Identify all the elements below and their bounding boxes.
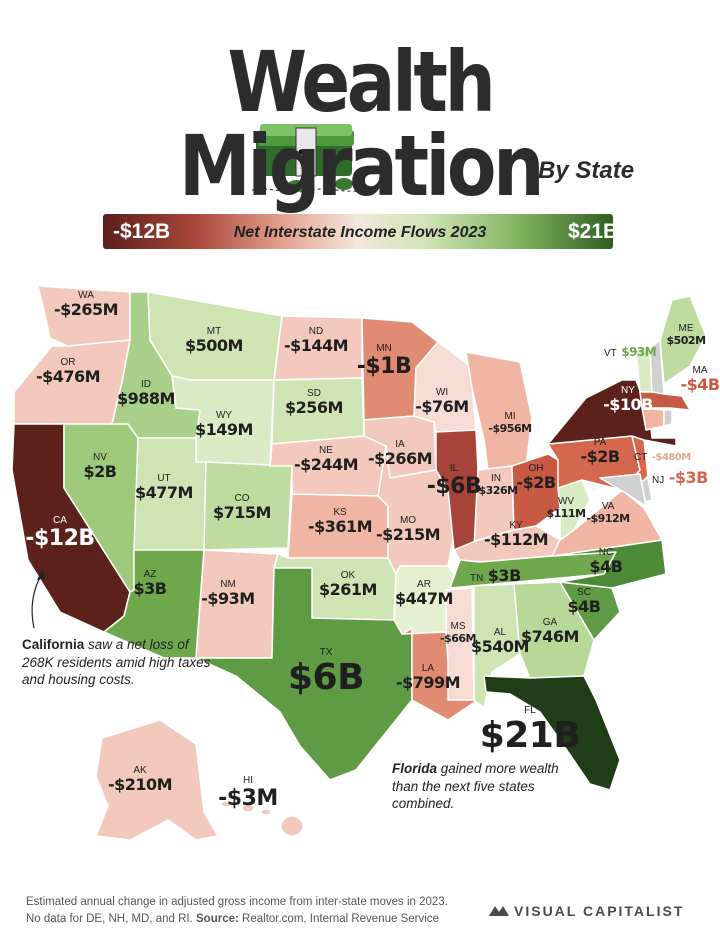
state-label-pa: PA -$2B [580,437,620,466]
footer-notes: Estimated annual change in adjusted gros… [26,894,448,927]
state-label-ak: AK -$210M [107,765,173,794]
state-label-wy: WY $149M [195,410,253,439]
legend-max-label: $21B [568,220,619,243]
state-label-mn: MN -$1B [356,343,412,379]
state-label-wv: WV $111M [546,496,586,520]
state-label-nc: NC $4B [589,547,623,576]
state-label-sd: SD $256M [285,388,343,417]
state-label-wi: WI -$76M [415,387,469,416]
state-label-ga: GA $746M [521,617,579,646]
state-label-ky: KY -$112M [483,520,549,549]
state-label-ks: KS -$361M [307,507,373,536]
state-label-tn: TN $3B [470,566,521,585]
footer-line-2: No data for DE, NH, MD, and RI. Source: … [26,912,439,925]
state-label-mi: MI -$956M [488,411,532,435]
state-label-nv: NV $2B [83,452,117,481]
state-label-me: ME $502M [666,323,706,347]
state-shape-md [599,473,647,507]
state-label-oh: OH -$2B [516,463,556,492]
state-shape-hi [220,800,304,837]
state-label-nj: NJ -$3B [652,468,708,487]
subtitle: By State [538,157,635,184]
state-label-la: LA -$799M [395,663,461,692]
state-label-ut: UT $477M [135,473,193,502]
state-label-al: AL $540M [471,627,529,656]
california-note: California saw a net loss of 268K reside… [22,637,211,688]
state-label-vt: VT $93M [604,345,657,359]
footer-line-1: Estimated annual change in adjusted gros… [26,896,448,908]
state-label-il: IL -$6B [426,463,482,499]
florida-note: Florida gained more wealth than the next… [392,761,559,812]
state-shape-ms [445,587,475,701]
state-label-in: IN -$326M [474,473,518,497]
state-label-ca: CA -$12B [25,515,95,551]
state-label-va: VA -$912M [586,501,630,525]
state-label-ar: AR $447M [395,579,453,608]
main-title: Wealth Migration [178,33,545,215]
state-label-id: ID $988M [117,379,175,408]
state-label-or: OR -$476M [35,357,101,386]
state-label-ct: CT -$480M [634,452,691,463]
state-shape-fl [483,675,621,791]
california-callout-arrowhead [37,570,46,580]
legend-min-label: -$12B [113,220,171,243]
state-label-az: AZ $3B [133,569,167,598]
state-label-ny: NY -$10B [603,385,653,414]
california-callout-arrow [31,573,43,629]
state-label-mo: MO -$215M [375,515,441,544]
state-label-sc: SC $4B [567,587,601,616]
state-label-co: CO $715M [213,493,271,522]
state-label-hi: HI -$3M [218,775,278,811]
cash-stack-mascot-icon [251,124,387,193]
state-label-tx: TX $6B [287,647,365,698]
source-text: Realtor.com, Internal Revenue Service [242,912,439,925]
state-shape-ri [663,409,673,427]
state-label-ia: IA -$266M [367,439,433,468]
brand-name: VISUAL CAPITALIST [514,903,685,919]
state-label-ne: NE -$244M [293,445,359,474]
state-label-nm: NM -$93M [201,579,255,608]
state-shape-ny [547,379,677,447]
legend-title: Net Interstate Income Flows 2023 [233,224,487,241]
state-label-ma: MA -$4B [680,365,720,394]
state-shape-me [659,295,707,385]
state-label-mt: MT $500M [185,326,243,355]
state-label-ok: OK $261M [319,570,377,599]
visual-capitalist-logo-icon [489,906,509,916]
state-label-nd: ND -$144M [283,326,349,355]
state-label-fl: FL $21B [479,705,581,756]
color-scale-legend [103,214,613,249]
state-label-ms: MS -$66M [440,621,476,645]
state-shape-ak [95,719,219,841]
source-label: Source: [196,912,239,925]
state-label-wa: WA -$265M [53,290,119,319]
state-shape-tx [195,567,413,781]
